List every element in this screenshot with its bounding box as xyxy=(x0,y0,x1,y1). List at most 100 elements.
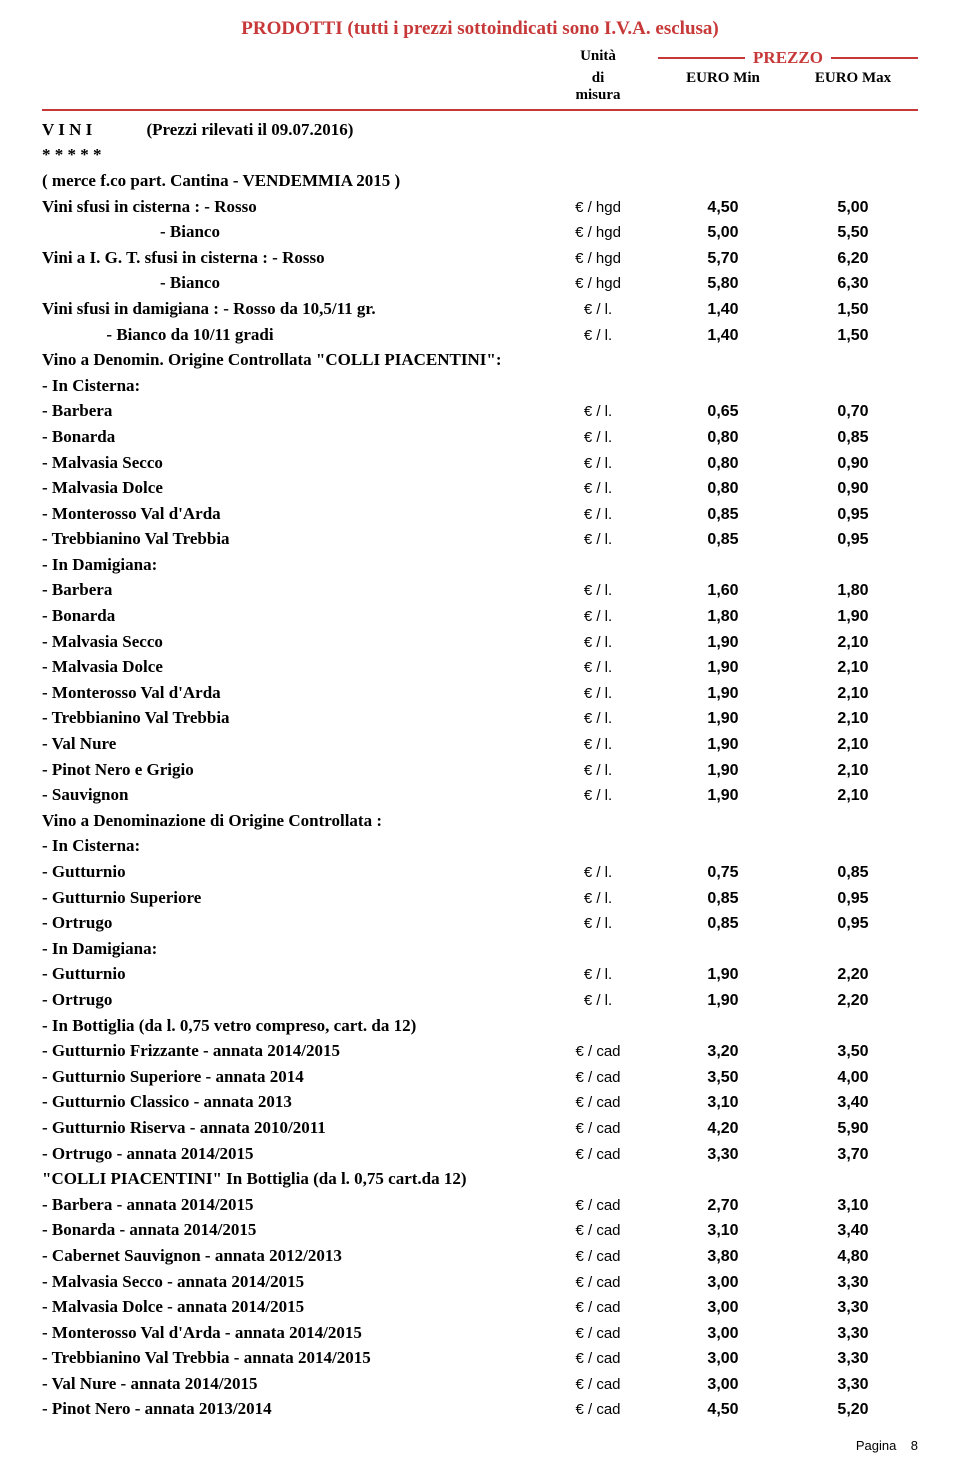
row-price-max: 3,10 xyxy=(788,1197,918,1215)
row-description: - Gutturnio xyxy=(42,862,538,882)
row-unit: € / l. xyxy=(538,634,658,651)
row-description: - Malvasia Secco xyxy=(42,453,538,473)
price-row: - Trebbianino Val Trebbia - annata 2014/… xyxy=(42,1346,918,1372)
row-price-min: 3,80 xyxy=(658,1248,788,1266)
row-price-min: 3,10 xyxy=(658,1222,788,1240)
price-row: - Bianco da 10/11 gradi€ / l.1,401,50 xyxy=(42,322,918,348)
row-unit: € / cad xyxy=(538,1376,658,1393)
row-price-max: 3,50 xyxy=(788,1043,918,1061)
section-heading: Vino a Denomin. Origine Controllata "COL… xyxy=(42,347,918,373)
row-price-min: 0,80 xyxy=(658,429,788,447)
price-row: - Bianco€ / hgd5,806,30 xyxy=(42,271,918,297)
row-price-min: 1,90 xyxy=(658,634,788,652)
row-price-max: 4,80 xyxy=(788,1248,918,1266)
stars-line: * * * * * xyxy=(42,143,918,169)
row-price-max: 5,90 xyxy=(788,1120,918,1138)
row-price-max: 1,50 xyxy=(788,327,918,345)
section-heading: "COLLI PIACENTINI" In Bottiglia (da l. 0… xyxy=(42,1166,918,1192)
row-price-max: 5,00 xyxy=(788,199,918,217)
row-price-min: 1,90 xyxy=(658,762,788,780)
price-header-label: PREZZO xyxy=(753,48,823,68)
price-row: - Gutturnio Classico - annata 2013€ / ca… xyxy=(42,1090,918,1116)
price-row: - Malvasia Dolce€ / l.1,902,10 xyxy=(42,654,918,680)
row-description: - Bonarda xyxy=(42,427,538,447)
price-row: Vini sfusi in cisterna : - Rosso€ / hgd4… xyxy=(42,194,918,220)
row-price-min: 0,85 xyxy=(658,915,788,933)
row-price-max: 0,95 xyxy=(788,506,918,524)
row-description: - Gutturnio Classico - annata 2013 xyxy=(42,1092,538,1112)
row-price-min: 5,70 xyxy=(658,250,788,268)
row-price-max: 0,85 xyxy=(788,864,918,882)
price-row: - Ortrugo€ / l.1,902,20 xyxy=(42,987,918,1013)
row-description: - Sauvignon xyxy=(42,785,538,805)
row-price-min: 3,50 xyxy=(658,1069,788,1087)
price-row: - Bonarda€ / l.1,801,90 xyxy=(42,603,918,629)
row-unit: € / cad xyxy=(538,1299,658,1316)
price-row: - Monterosso Val d'Arda€ / l.0,850,95 xyxy=(42,501,918,527)
wine-date: (Prezzi rilevati il 09.07.2016) xyxy=(146,120,353,139)
price-row: Vini a I. G. T. sfusi in cisterna : - Ro… xyxy=(42,245,918,271)
row-unit: € / l. xyxy=(538,403,658,420)
row-price-min: 1,90 xyxy=(658,787,788,805)
row-price-min: 1,90 xyxy=(658,710,788,728)
unit-subheader: di misura xyxy=(538,70,658,103)
row-unit: € / l. xyxy=(538,608,658,625)
row-price-max: 5,20 xyxy=(788,1401,918,1419)
row-description: - Pinot Nero e Grigio xyxy=(42,760,538,780)
row-price-max: 1,90 xyxy=(788,608,918,626)
footer-page-number: 8 xyxy=(911,1438,918,1453)
price-row: - Gutturnio€ / l.0,750,85 xyxy=(42,859,918,885)
row-description: - Ortrugo xyxy=(42,990,538,1010)
row-description: - Gutturnio Frizzante - annata 2014/2015 xyxy=(42,1041,538,1061)
row-price-max: 0,95 xyxy=(788,915,918,933)
row-description: Vini sfusi in cisterna : - Rosso xyxy=(42,197,538,217)
row-description: Vini sfusi in damigiana : - Rosso da 10,… xyxy=(42,299,538,319)
unit-header-line: di xyxy=(538,70,658,87)
price-row: - Bianco€ / hgd5,005,50 xyxy=(42,219,918,245)
row-price-min: 1,90 xyxy=(658,659,788,677)
row-price-max: 3,30 xyxy=(788,1350,918,1368)
row-price-min: 0,80 xyxy=(658,455,788,473)
row-price-min: 4,50 xyxy=(658,199,788,217)
row-description: - Val Nure xyxy=(42,734,538,754)
row-price-max: 2,10 xyxy=(788,685,918,703)
row-unit: € / l. xyxy=(538,762,658,779)
price-row: - Pinot Nero e Grigio€ / l.1,902,10 xyxy=(42,757,918,783)
row-description: - Bianco xyxy=(42,273,538,293)
row-price-max: 2,20 xyxy=(788,966,918,984)
row-description: - Gutturnio Superiore - annata 2014 xyxy=(42,1067,538,1087)
row-price-max: 1,80 xyxy=(788,582,918,600)
row-price-max: 2,10 xyxy=(788,762,918,780)
unit-header: Unità xyxy=(538,48,658,68)
row-unit: € / l. xyxy=(538,301,658,318)
row-price-min: 3,10 xyxy=(658,1094,788,1112)
price-row: - Monterosso Val d'Arda - annata 2014/20… xyxy=(42,1320,918,1346)
price-row: - Malvasia Secco - annata 2014/2015€ / c… xyxy=(42,1269,918,1295)
row-description: - Ortrugo xyxy=(42,913,538,933)
price-row: - Trebbianino Val Trebbia€ / l.1,902,10 xyxy=(42,706,918,732)
column-subheader-row: di misura EURO Min EURO Max xyxy=(42,70,918,103)
row-price-min: 1,90 xyxy=(658,966,788,984)
page-footer: Pagina 8 xyxy=(42,1438,918,1453)
row-description: - Val Nure - annata 2014/2015 xyxy=(42,1374,538,1394)
row-description: Vini a I. G. T. sfusi in cisterna : - Ro… xyxy=(42,248,538,268)
row-price-min: 0,65 xyxy=(658,403,788,421)
price-row: - Gutturnio Superiore - annata 2014€ / c… xyxy=(42,1064,918,1090)
price-row: - Val Nure - annata 2014/2015€ / cad3,00… xyxy=(42,1371,918,1397)
row-price-max: 0,90 xyxy=(788,455,918,473)
row-description: - Malvasia Dolce xyxy=(42,657,538,677)
row-price-max: 3,30 xyxy=(788,1325,918,1343)
row-description: - Bonarda - annata 2014/2015 xyxy=(42,1220,538,1240)
section-heading: - In Bottiglia (da l. 0,75 vetro compres… xyxy=(42,1013,918,1039)
row-description: - Monterosso Val d'Arda xyxy=(42,683,538,703)
row-price-min: 1,80 xyxy=(658,608,788,626)
price-row: - Gutturnio Riserva - annata 2010/2011€ … xyxy=(42,1115,918,1141)
price-header: PREZZO xyxy=(658,48,918,68)
row-description: - Barbera xyxy=(42,401,538,421)
price-row: - Val Nure€ / l.1,902,10 xyxy=(42,731,918,757)
row-description: - Malvasia Dolce - annata 2014/2015 xyxy=(42,1297,538,1317)
wine-heading-row: V I N I (Prezzi rilevati il 09.07.2016) xyxy=(42,117,918,143)
row-unit: € / cad xyxy=(538,1350,658,1367)
row-unit: € / l. xyxy=(538,506,658,523)
row-unit: € / l. xyxy=(538,582,658,599)
